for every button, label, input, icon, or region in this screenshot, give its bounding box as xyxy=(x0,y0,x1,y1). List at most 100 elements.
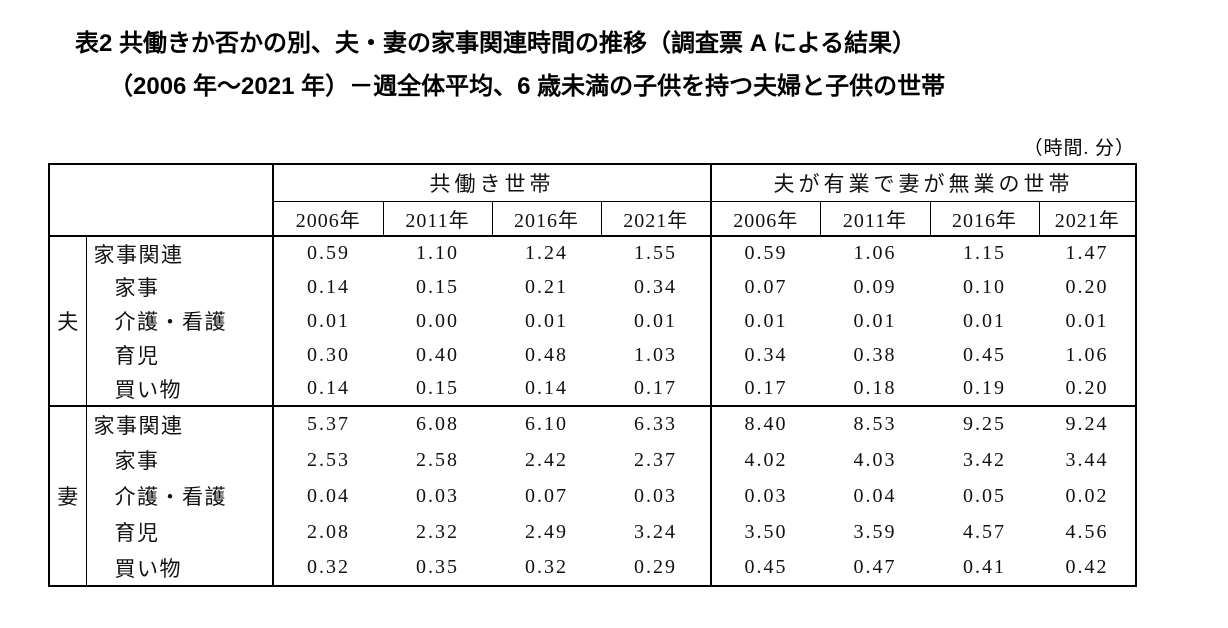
year-header-cell: 2021年 xyxy=(1038,201,1137,237)
table-row: 介護・看護 0.01 0.00 0.01 0.01 0.01 0.01 0.01… xyxy=(49,304,1136,338)
value-cell: 6.33 xyxy=(601,405,711,442)
value-cell: 8.40 xyxy=(710,405,820,442)
value-cell: 1.06 xyxy=(1065,343,1109,366)
value-cell: 0.04 xyxy=(853,484,897,507)
table-row: 家事 0.14 0.15 0.21 0.34 0.07 0.09 0.10 0.… xyxy=(49,270,1136,304)
value-cell: 6.08 xyxy=(383,405,492,442)
year-header-cell: 2021年 xyxy=(600,201,712,237)
value-cell: 9.24 xyxy=(1039,405,1136,442)
value-cell: 0.01 xyxy=(1065,309,1109,332)
value-cell: 1.15 xyxy=(963,242,1006,264)
value-cell: 1.10 xyxy=(416,242,459,264)
value-cell: 3.42 xyxy=(963,448,1006,471)
value-cell: 1.24 xyxy=(525,242,568,264)
value-cell: 0.14 xyxy=(272,372,383,406)
value-cell: 4.03 xyxy=(853,448,897,471)
value-cell: 0.40 xyxy=(416,343,459,366)
value-cell: 0.35 xyxy=(416,556,459,578)
value-cell: 0.09 xyxy=(853,275,897,298)
category-cell: 育児 xyxy=(114,521,160,545)
value-cell: 0.45 xyxy=(963,343,1006,366)
page-title-line2: （2006 年～2021 年）－週全体平均、6 歳未満の子供を持つ夫婦と子供の世… xyxy=(109,73,946,100)
value-cell: 0.41 xyxy=(963,556,1006,578)
value-cell: 2.49 xyxy=(525,520,568,543)
value-cell: 4.56 xyxy=(1065,520,1109,543)
table-row: 育児 2.08 2.32 2.49 3.24 3.50 3.59 4.57 4.… xyxy=(49,514,1136,550)
value-cell: 0.32 xyxy=(525,556,568,578)
value-cell: 0.05 xyxy=(963,484,1006,507)
value-cell: 0.04 xyxy=(272,478,383,514)
group-header-row: 共働き世帯 夫が有業で妻が無業の世帯 xyxy=(49,164,1136,237)
value-cell: 0.03 xyxy=(710,478,820,514)
table-row: 買い物 0.32 0.35 0.32 0.29 0.45 0.47 0.41 0… xyxy=(49,550,1136,586)
value-cell: 0.01 xyxy=(853,309,897,332)
value-cell: 0.14 xyxy=(272,270,383,304)
statistics-table: 共働き世帯 夫が有業で妻が無業の世帯 2006年 2011年 2016年 202… xyxy=(48,163,1137,587)
col-group-header-dual-income: 共働き世帯 xyxy=(272,164,711,202)
category-cell: 家事 xyxy=(114,276,160,300)
value-cell: 8.53 xyxy=(820,405,930,442)
value-cell: 3.24 xyxy=(634,520,677,543)
category-cell: 家事関連 xyxy=(93,242,184,267)
value-cell: 0.45 xyxy=(710,550,820,586)
value-cell: 2.37 xyxy=(634,448,677,471)
value-cell: 0.18 xyxy=(853,377,897,399)
value-cell: 0.59 xyxy=(272,236,383,270)
category-cell: 介護・看護 xyxy=(114,310,227,334)
table-row: 介護・看護 0.04 0.03 0.07 0.03 0.03 0.04 0.05… xyxy=(49,478,1136,514)
unit-label: （時間. 分） xyxy=(1023,138,1135,159)
value-cell: 2.58 xyxy=(416,448,459,471)
value-cell: 4.57 xyxy=(963,520,1006,543)
value-cell: 0.29 xyxy=(634,556,677,578)
value-cell: 2.42 xyxy=(525,448,568,471)
table-row: 妻 家事関連 5.37 6.08 6.10 6.33 8.40 8.53 9.2… xyxy=(49,405,1136,586)
year-header-row: 2006年 2011年 2016年 2021年 2006年 2011年 2016… xyxy=(49,201,1137,237)
row-group-husband: 夫 xyxy=(49,236,87,406)
year-header-cell: 2016年 xyxy=(491,201,602,237)
value-cell: 0.34 xyxy=(634,275,677,298)
category-cell: 家事 xyxy=(114,449,160,473)
value-cell: 3.50 xyxy=(710,514,820,550)
value-cell: 0.19 xyxy=(963,377,1006,399)
value-cell: 0.20 xyxy=(1065,275,1109,298)
value-cell: 0.38 xyxy=(853,343,897,366)
value-cell: 0.17 xyxy=(710,372,820,406)
table-row: 夫 家事関連 0.59 1.10 1.24 1.55 0.59 1.06 1.1… xyxy=(49,236,1136,406)
value-cell: 0.01 xyxy=(634,309,677,332)
value-cell: 0.21 xyxy=(525,275,568,298)
value-cell: 3.59 xyxy=(853,520,897,543)
value-cell: 6.10 xyxy=(492,405,601,442)
table-row: 育児 0.30 0.40 0.48 1.03 0.34 0.38 0.45 1.… xyxy=(49,338,1136,372)
value-cell: 0.07 xyxy=(525,484,568,507)
value-cell: 1.03 xyxy=(634,343,677,366)
row-group-wife: 妻 xyxy=(49,405,87,586)
value-cell: 0.42 xyxy=(1065,556,1109,578)
value-cell: 3.44 xyxy=(1065,448,1109,471)
value-cell: 1.47 xyxy=(1065,242,1109,264)
category-cell: 家事関連 xyxy=(86,405,273,442)
value-cell: 0.48 xyxy=(525,343,568,366)
value-cell: 0.01 xyxy=(272,304,383,338)
table-row: 家事 2.53 2.58 2.42 2.37 4.02 4.03 3.42 3.… xyxy=(49,442,1136,478)
value-cell: 2.08 xyxy=(272,514,383,550)
year-header-cell: 2011年 xyxy=(382,201,493,237)
value-cell: 0.07 xyxy=(710,270,820,304)
value-cell: 0.10 xyxy=(963,275,1006,298)
page-title: 表2 共働きか否かの別、夫・妻の家事関連時間の推移（調査票 A による結果） （… xyxy=(75,22,945,108)
value-cell: 0.15 xyxy=(416,377,459,399)
value-cell: 0.03 xyxy=(634,484,677,507)
value-cell: 0.32 xyxy=(272,550,383,586)
value-cell: 0.01 xyxy=(525,309,568,332)
category-cell: 育児 xyxy=(114,344,160,368)
value-cell: 5.37 xyxy=(272,405,383,442)
value-cell: 0.03 xyxy=(416,484,459,507)
table-row: 買い物 0.14 0.15 0.14 0.17 0.17 0.18 0.19 0… xyxy=(49,372,1136,406)
year-header-cell: 2006年 xyxy=(710,201,821,237)
value-cell: 1.06 xyxy=(853,242,897,264)
value-cell: 1.55 xyxy=(634,242,677,264)
value-cell: 0.00 xyxy=(416,309,459,332)
value-cell: 0.15 xyxy=(416,275,459,298)
corner-cell xyxy=(49,164,274,237)
page-title-line1: 表2 共働きか否かの別、夫・妻の家事関連時間の推移（調査票 A による結果） xyxy=(75,30,917,57)
value-cell: 0.17 xyxy=(634,377,677,399)
